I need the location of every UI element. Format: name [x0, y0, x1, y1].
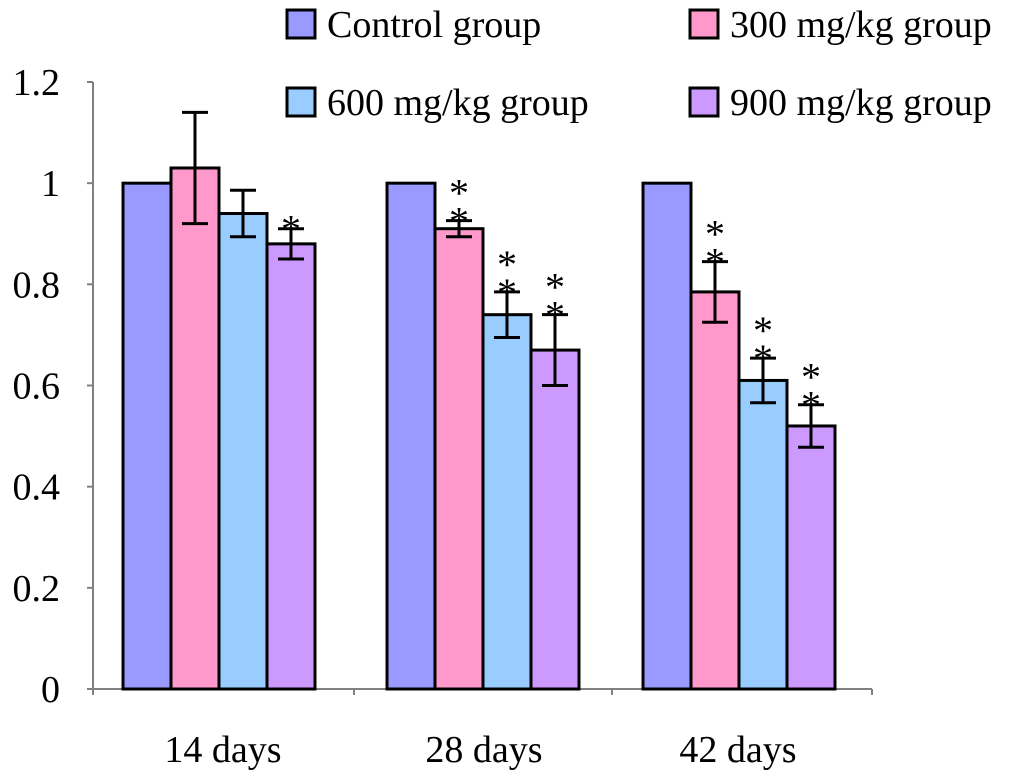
legend: Control group 300 mg/kg group 600 mg/kg gr…	[285, 4, 992, 124]
y-tick-label: 0	[41, 669, 60, 711]
significance-marker: *	[705, 240, 725, 285]
legend-label: Control group	[327, 4, 541, 46]
legend-swatch	[688, 8, 720, 40]
significance-marker: *	[497, 242, 517, 287]
legend-swatch	[688, 86, 720, 118]
y-tick-label: 0.4	[13, 467, 61, 509]
axes: 0 0.2 0.4 0.6 0.8 1 1.2	[13, 62, 873, 711]
y-tick-label: 1.2	[13, 62, 61, 104]
significance-marker: *	[801, 383, 821, 428]
legend-item: 300 mg/kg group	[688, 4, 992, 46]
significance-markers: ** ***********	[281, 171, 821, 428]
significance-marker: *	[449, 199, 469, 244]
y-tick-label: 0.6	[13, 366, 61, 408]
legend-label: 600 mg/kg group	[327, 82, 589, 124]
bars	[121, 166, 837, 691]
significance-marker: *	[801, 355, 821, 400]
bar	[385, 181, 437, 691]
x-axis-labels: 14 days 28 days 42 days	[164, 729, 796, 771]
y-tick-label: 0.2	[13, 568, 61, 610]
significance-marker: *	[753, 336, 773, 381]
legend-label: 300 mg/kg group	[730, 4, 992, 46]
x-category-label: 14 days	[164, 729, 281, 771]
x-category-label: 28 days	[425, 729, 542, 771]
bar	[121, 181, 173, 691]
significance-marker: *	[545, 265, 565, 310]
bar	[481, 313, 533, 691]
bar	[785, 424, 837, 691]
significance-marker: *	[753, 308, 773, 353]
bar	[641, 181, 693, 691]
error-bars	[182, 110, 824, 449]
significance-marker: *	[497, 270, 517, 315]
x-category-label: 42 days	[679, 729, 796, 771]
significance-marker: *	[705, 212, 725, 257]
significance-marker: *	[545, 293, 565, 338]
bar	[217, 212, 269, 691]
bar	[265, 242, 317, 691]
legend-swatch	[285, 8, 317, 40]
bar	[529, 348, 581, 691]
legend-item: 600 mg/kg group	[285, 82, 589, 124]
y-tick-label: 0.8	[13, 264, 61, 306]
legend-swatch	[285, 86, 317, 118]
legend-item: Control group	[285, 4, 541, 46]
bar	[169, 166, 221, 691]
y-tick-label: 1	[41, 163, 60, 205]
significance-marker: *	[281, 207, 301, 252]
legend-item: 900 mg/kg group	[688, 82, 992, 124]
bar	[689, 290, 741, 691]
bar	[737, 378, 789, 691]
bar	[433, 227, 485, 691]
legend-label: 900 mg/kg group	[730, 82, 992, 124]
significance-marker: *	[449, 171, 469, 216]
